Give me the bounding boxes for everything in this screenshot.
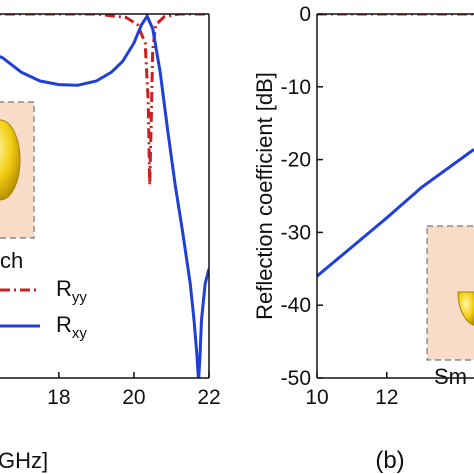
right-blue-curve xyxy=(317,148,474,278)
right-inset-gold-particle xyxy=(457,291,474,326)
right-panel: 10 12 0 -10 -20 -30 -40 -50 Reflection coeffici… xyxy=(252,3,474,474)
right-inset xyxy=(426,225,474,361)
right-y-axis-label: Reflection coefficient [dB] xyxy=(252,72,277,320)
left-x-axis-label: GHz] xyxy=(0,448,48,473)
left-inset-gold-particle xyxy=(0,119,21,201)
right-y-tick-label-0: 0 xyxy=(299,3,311,26)
right-x-tick-label-1: 12 xyxy=(375,386,398,409)
left-x-tick-label-1: 20 xyxy=(122,386,145,409)
left-ryy-curve xyxy=(0,14,209,186)
right-y-tick-label-2: -20 xyxy=(281,149,311,172)
left-inset xyxy=(0,101,35,239)
left-x-ticks: 18 20 22 xyxy=(47,372,221,409)
right-x-tick-label-0: 10 xyxy=(305,386,328,409)
left-annotation-ch: ch xyxy=(0,248,23,273)
right-y-tick-label-4: -40 xyxy=(281,294,311,317)
legend-ryy-label: Ryy xyxy=(56,276,87,306)
right-y-tick-label-1: -10 xyxy=(281,76,311,99)
right-ticks: 10 12 0 -10 -20 -30 -40 -50 xyxy=(281,3,399,409)
right-inset-box xyxy=(426,225,474,361)
right-annotation-sm: Sm xyxy=(434,364,467,389)
left-rxy-curve xyxy=(0,14,209,378)
right-y-tick-label-5: -50 xyxy=(281,367,311,390)
left-x-tick-label-0: 18 xyxy=(47,386,70,409)
left-legend: Ryy Rxy xyxy=(0,276,87,342)
left-x-tick-label-2: 22 xyxy=(197,386,220,409)
left-panel: 18 20 22 ch Ryy Rxy GHz] xyxy=(0,13,221,473)
legend-rxy-label: Rxy xyxy=(56,312,87,342)
panel-label-b: (b) xyxy=(375,447,404,474)
right-y-tick-label-3: -30 xyxy=(281,221,311,244)
